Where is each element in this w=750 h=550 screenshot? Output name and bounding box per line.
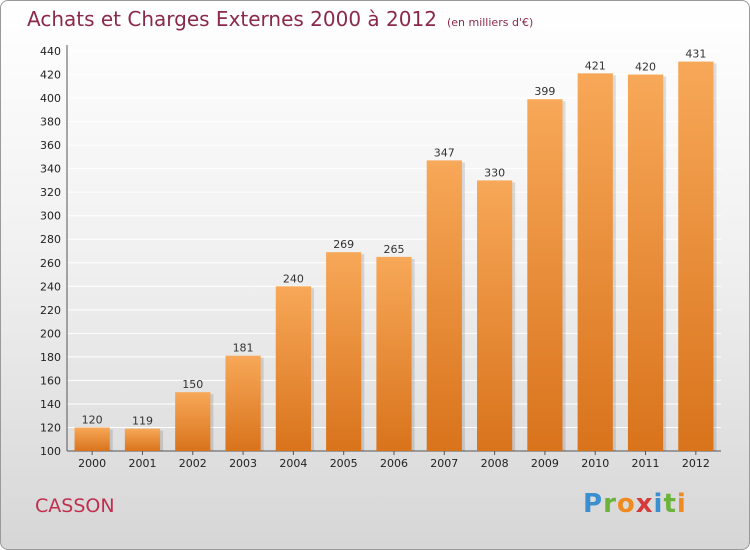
data-label: 399 — [534, 85, 555, 98]
bar — [175, 392, 211, 451]
y-tick-label: 140 — [40, 398, 61, 411]
bar — [74, 427, 110, 451]
data-label: 421 — [585, 59, 606, 72]
x-tick-label: 2000 — [78, 457, 106, 470]
unit-label: (en milliers d'€) — [446, 16, 534, 29]
logo-letter: P — [583, 489, 604, 519]
x-tick-label: 2003 — [229, 457, 257, 470]
x-tick-label: 2009 — [531, 457, 559, 470]
proxiti-logo: Proxiti — [583, 489, 687, 519]
logo-letter: r — [603, 489, 617, 519]
bar — [376, 256, 412, 451]
bar — [225, 355, 261, 451]
data-label: 347 — [434, 146, 455, 159]
y-tick-label: 420 — [40, 69, 61, 82]
x-tick-label: 2005 — [330, 457, 358, 470]
bar — [426, 160, 462, 452]
bar — [678, 61, 714, 452]
logo-letter: i — [653, 489, 664, 519]
bar — [124, 428, 161, 451]
data-label: 120 — [82, 413, 103, 426]
x-tick-label: 2007 — [430, 457, 458, 470]
logo-letter: i — [676, 489, 687, 519]
y-tick-label: 400 — [40, 92, 61, 105]
x-tick-label: 2010 — [581, 457, 609, 470]
data-label: 119 — [132, 415, 153, 428]
x-tick-label: 2011 — [632, 457, 660, 470]
y-tick-label: 440 — [40, 45, 61, 58]
bar — [577, 73, 613, 452]
bar — [527, 99, 563, 451]
x-tick-label: 2012 — [682, 457, 710, 470]
y-tick-label: 380 — [40, 116, 61, 129]
x-tick-label: 2002 — [179, 457, 207, 470]
x-tick-label: 2008 — [481, 457, 509, 470]
y-tick-label: 240 — [40, 280, 61, 293]
commune-name: CASSON — [35, 495, 115, 517]
data-label: 330 — [484, 166, 505, 179]
bar — [326, 252, 362, 451]
bar — [627, 74, 664, 451]
data-label: 240 — [283, 272, 304, 285]
y-tick-label: 260 — [40, 257, 61, 270]
y-tick-label: 280 — [40, 233, 61, 246]
data-label: 265 — [384, 243, 405, 256]
data-label: 150 — [182, 378, 203, 391]
y-tick-label: 100 — [40, 445, 61, 458]
logo-letter: t — [663, 489, 677, 519]
y-tick-label: 180 — [40, 351, 61, 364]
y-tick-label: 320 — [40, 186, 61, 199]
bar — [275, 286, 311, 451]
y-tick-label: 220 — [40, 304, 61, 317]
y-tick-label: 160 — [40, 374, 61, 387]
data-label: 269 — [333, 238, 354, 251]
x-tick-label: 2004 — [279, 457, 307, 470]
bar — [477, 180, 513, 452]
x-tick-label: 2001 — [128, 457, 156, 470]
data-label: 431 — [685, 48, 706, 61]
chart-title: Achats et Charges Externes 2000 à 2012 (e… — [27, 7, 533, 31]
y-tick-label: 120 — [40, 421, 61, 434]
y-tick-label: 340 — [40, 163, 61, 176]
title-text: Achats et Charges Externes 2000 à 2012 — [27, 7, 437, 31]
x-tick-label: 2006 — [380, 457, 408, 470]
y-tick-label: 300 — [40, 210, 61, 223]
data-label: 420 — [635, 61, 656, 74]
y-tick-label: 360 — [40, 139, 61, 152]
logo-letter: x — [635, 489, 654, 519]
logo-letter: o — [616, 489, 636, 519]
y-tick-label: 200 — [40, 327, 61, 340]
data-label: 181 — [233, 342, 254, 355]
